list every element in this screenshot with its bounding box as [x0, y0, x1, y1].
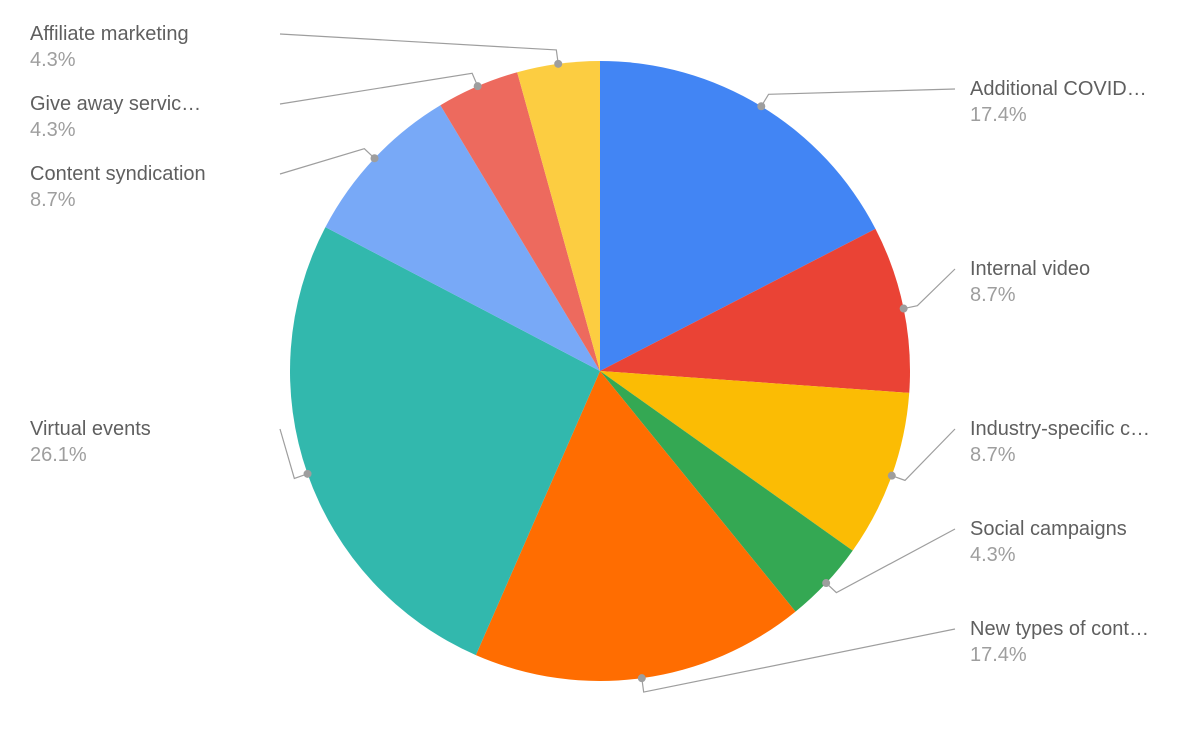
slice-percent: 26.1%: [30, 444, 87, 466]
slice-label: Internal video: [970, 258, 1090, 280]
slice-label: Content syndication: [30, 163, 206, 185]
pie-chart: Additional COVID… 17.4% Internal video 8.7%…: [0, 0, 1200, 742]
leader-line: [280, 34, 558, 64]
slice-percent: 8.7%: [30, 189, 76, 211]
slice-percent: 17.4%: [970, 104, 1027, 126]
leader-line: [761, 89, 955, 106]
slice-label: Additional COVID…: [970, 78, 1147, 100]
slice-percent: 4.3%: [30, 49, 76, 71]
slice-label: New types of cont…: [970, 618, 1149, 640]
slice-percent: 4.3%: [30, 119, 76, 141]
slice-label: Industry-specific c…: [970, 418, 1150, 440]
slice-label: Social campaigns: [970, 518, 1127, 540]
leader-line: [904, 269, 955, 309]
leader-line: [280, 73, 478, 104]
slice-label: Give away servic…: [30, 93, 201, 115]
leader-line: [280, 149, 375, 174]
slice-label: Affiliate marketing: [30, 23, 189, 45]
slice-percent: 4.3%: [970, 544, 1016, 566]
slice-percent: 8.7%: [970, 444, 1016, 466]
slice-percent: 17.4%: [970, 644, 1027, 666]
slice-label: Virtual events: [30, 418, 151, 440]
slice-percent: 8.7%: [970, 284, 1016, 306]
